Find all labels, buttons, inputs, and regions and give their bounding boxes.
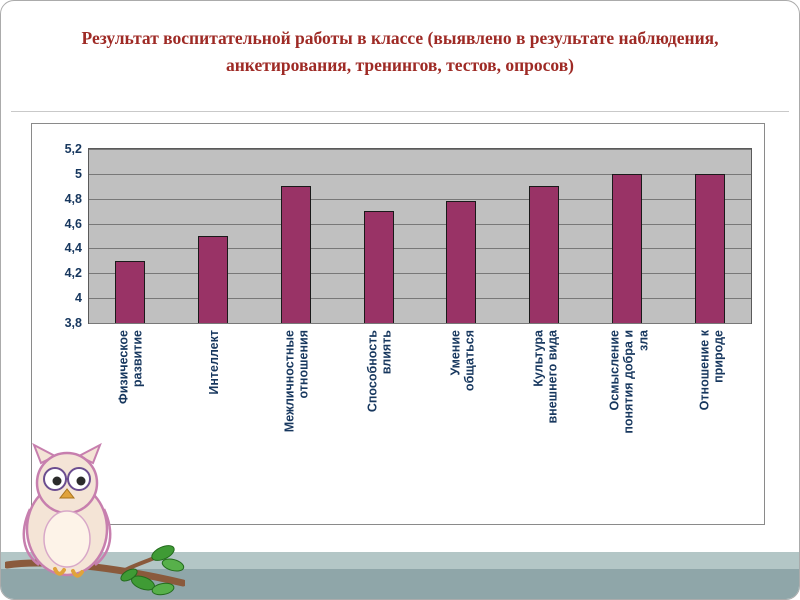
gridlines [89, 149, 751, 324]
y-tick-label: 3,8 [64, 316, 82, 330]
gridline [89, 149, 751, 150]
title-divider [11, 111, 789, 112]
y-tick-label: 4 [75, 291, 82, 306]
x-axis-labels: Физическое развитие Интеллект Межличностны… [89, 326, 753, 518]
category-slot: Культура внешнего вида [504, 326, 587, 518]
bar [611, 173, 642, 323]
gridline [89, 198, 751, 200]
bar [446, 201, 477, 323]
category-slot: Межличностные отношения [255, 326, 338, 518]
bar [363, 211, 394, 323]
category-label: Осмысление понятия добра и зла [606, 330, 650, 434]
y-tick-label: 4,6 [64, 216, 82, 231]
y-tick-label: 5,2 [64, 142, 82, 156]
category-label: Способность влиять [365, 330, 394, 413]
y-tick-label: 4,2 [64, 266, 82, 281]
gridline [89, 223, 751, 225]
category-slot: Способность влиять [338, 326, 421, 518]
gridline [89, 273, 751, 275]
category-label: Культура внешнего вида [531, 330, 560, 424]
gridline [89, 298, 751, 300]
bar [280, 186, 311, 323]
y-tick-label: 4,4 [64, 241, 82, 256]
category-slot: Осмысление понятия добра и зла [587, 326, 670, 518]
gridline [89, 173, 751, 175]
bar [529, 186, 560, 323]
y-tick-label: 4,8 [64, 191, 82, 206]
gridline [89, 323, 751, 324]
category-label: Интеллект [206, 330, 221, 395]
category-label: Межличностные отношения [282, 330, 311, 433]
owl-on-branch-icon [5, 442, 185, 596]
bars [89, 149, 751, 323]
plot-area: 3,8 4 4,2 4,4 4,6 4,8 5 5,2 [65, 142, 752, 330]
gridline [89, 248, 751, 250]
category-slot: Отношение к природе [670, 326, 753, 518]
category-slot: Умение общаться [421, 326, 504, 518]
bar [115, 260, 146, 323]
footer-band-light [1, 552, 799, 569]
bar-chart: 3,8 4 4,2 4,4 4,6 4,8 5 5,2 Физическое развитие… [31, 123, 765, 525]
slide-title: Результат воспитательной работы в классе… [81, 28, 719, 76]
category-label: Отношение к природе [697, 330, 726, 411]
y-tick-label: 5 [75, 166, 82, 181]
bar [694, 173, 725, 323]
y-axis-labels: 3,8 4 4,2 4,4 4,6 4,8 5 5,2 [65, 142, 751, 330]
bar [198, 236, 229, 323]
category-label: Физическое развитие [116, 330, 145, 404]
category-label: Умение общаться [448, 330, 477, 392]
